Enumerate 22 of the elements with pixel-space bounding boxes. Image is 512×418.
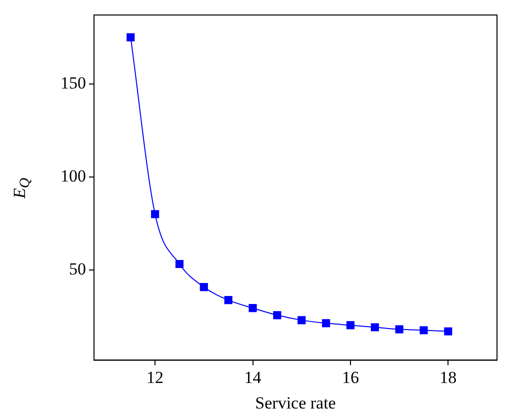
point	[151, 210, 160, 218]
x-tick-label: 12	[146, 368, 164, 387]
point	[370, 323, 379, 332]
x-tick-label: 16	[342, 368, 359, 387]
x-tick-label: 18	[440, 368, 457, 387]
y-tick-label: 150	[60, 73, 86, 92]
point	[420, 326, 428, 334]
x-tick-label: 14	[244, 368, 262, 387]
point	[126, 33, 135, 42]
point	[200, 283, 208, 292]
point	[273, 311, 282, 320]
y-tick-label: 100	[60, 166, 86, 186]
point	[395, 325, 404, 334]
point	[175, 260, 184, 268]
x-axis-title: Service rate	[255, 393, 336, 412]
point	[444, 327, 452, 336]
point	[248, 304, 257, 312]
point	[322, 319, 330, 328]
point	[224, 296, 232, 304]
point	[298, 316, 306, 324]
point	[346, 321, 354, 330]
y-tick-label: 50	[69, 259, 86, 278]
